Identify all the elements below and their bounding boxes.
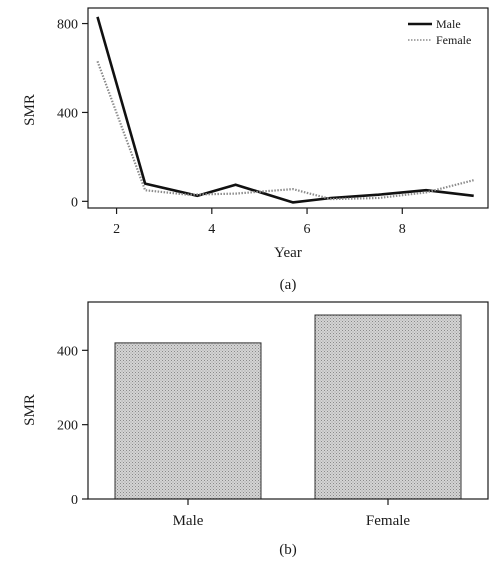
line-chart-y-axis-label: SMR — [22, 94, 38, 126]
bar-female — [314, 314, 462, 500]
bar-chart-y-axis: 0 200 400 — [57, 344, 88, 508]
bar-chart-plot-frame — [87, 301, 489, 500]
bar-chart-y-tick-label: 200 — [57, 419, 78, 434]
panel-a-caption: (a) — [280, 277, 297, 293]
bar-chart-x-axis: Male Female — [173, 499, 410, 529]
line-chart-plot-frame — [87, 7, 489, 209]
line-chart-y-tick-label: 400 — [57, 106, 78, 121]
bar-male — [114, 342, 262, 500]
bar-chart-y-axis-label: SMR — [22, 394, 38, 426]
line-chart-legend: Male Female — [408, 17, 471, 47]
legend-label-male: Male — [436, 17, 461, 31]
bar-chart-category-label: Male — [173, 513, 204, 529]
line-chart-x-tick-label: 8 — [399, 222, 406, 237]
legend-label-female: Female — [436, 33, 471, 47]
line-chart-panel: 0 400 800 2 4 6 8 Male Female SMR Year (a) — [22, 7, 489, 293]
line-chart-x-tick-label: 6 — [304, 222, 311, 237]
bar-chart-y-tick-label: 0 — [71, 493, 78, 508]
bar-chart-panel: 0 200 400 Male Female SMR (b) — [22, 301, 489, 558]
bar-chart-bars — [114, 314, 462, 500]
bar-chart-category-label: Female — [366, 513, 410, 529]
line-chart-x-tick-label: 2 — [113, 222, 120, 237]
series-line-female — [96, 60, 474, 201]
panel-b-caption: (b) — [279, 542, 297, 558]
line-chart-y-axis: 0 400 800 — [57, 18, 88, 210]
line-chart-x-axis: 2 4 6 8 — [113, 208, 406, 237]
series-line-male — [96, 16, 474, 204]
line-chart-y-tick-label: 800 — [57, 18, 78, 33]
line-chart-y-tick-label: 0 — [71, 195, 78, 210]
line-chart-x-tick-label: 4 — [208, 222, 215, 237]
bar-chart-y-tick-label: 400 — [57, 344, 78, 359]
line-chart-series — [96, 16, 474, 204]
line-chart-x-axis-label: Year — [274, 245, 302, 261]
